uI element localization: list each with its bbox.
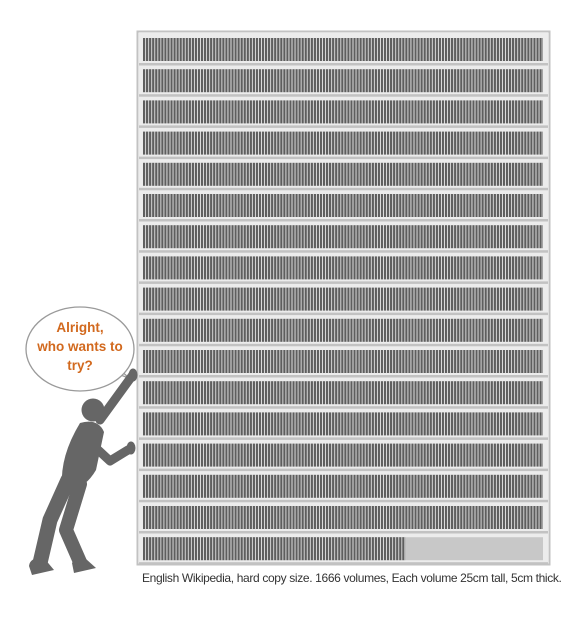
book-volumes [143, 100, 543, 124]
shelf-board [139, 312, 548, 316]
book-volumes [143, 381, 543, 405]
book-volumes [143, 443, 543, 467]
shelf-board [139, 468, 548, 472]
book-volumes [143, 506, 543, 529]
speech-line-1: Alright, [56, 320, 104, 335]
person-pushing-icon [29, 368, 138, 575]
book-volumes [143, 350, 543, 373]
book-volumes [143, 474, 543, 498]
speech-line-3: try? [67, 358, 93, 373]
shelf-board [139, 562, 548, 565]
book-volumes [143, 194, 543, 217]
book-volumes [143, 412, 543, 436]
book-volumes [143, 69, 543, 93]
book-volumes [143, 225, 543, 249]
book-volumes [143, 318, 543, 342]
shelf-board [139, 343, 548, 347]
speech-bubble-text: Alright, who wants to try? [24, 318, 136, 375]
caption: English Wikipedia, hard copy size. 1666 … [142, 571, 562, 585]
shelf-board [139, 499, 548, 503]
shelf-board [139, 250, 548, 253]
shelf-board [139, 437, 548, 440]
shelf-board [139, 406, 548, 409]
book-volumes [143, 162, 543, 186]
speech-bubble-icon [25, 306, 135, 392]
shelf-board [139, 281, 548, 284]
shelf-board [139, 94, 548, 97]
shelf-board [139, 156, 548, 160]
shelf-board [139, 125, 548, 128]
shelf-board [139, 187, 548, 191]
shelf-board [139, 531, 548, 534]
book-volumes [143, 38, 543, 61]
shelf-board [139, 63, 548, 66]
book-rows [139, 38, 548, 565]
shelf-board [139, 375, 548, 378]
book-volumes [143, 537, 406, 561]
book-volumes [143, 131, 543, 155]
shelf-board [139, 219, 548, 222]
book-volumes [143, 287, 543, 311]
book-volumes [143, 256, 543, 280]
speech-line-2: who wants to [37, 339, 123, 354]
